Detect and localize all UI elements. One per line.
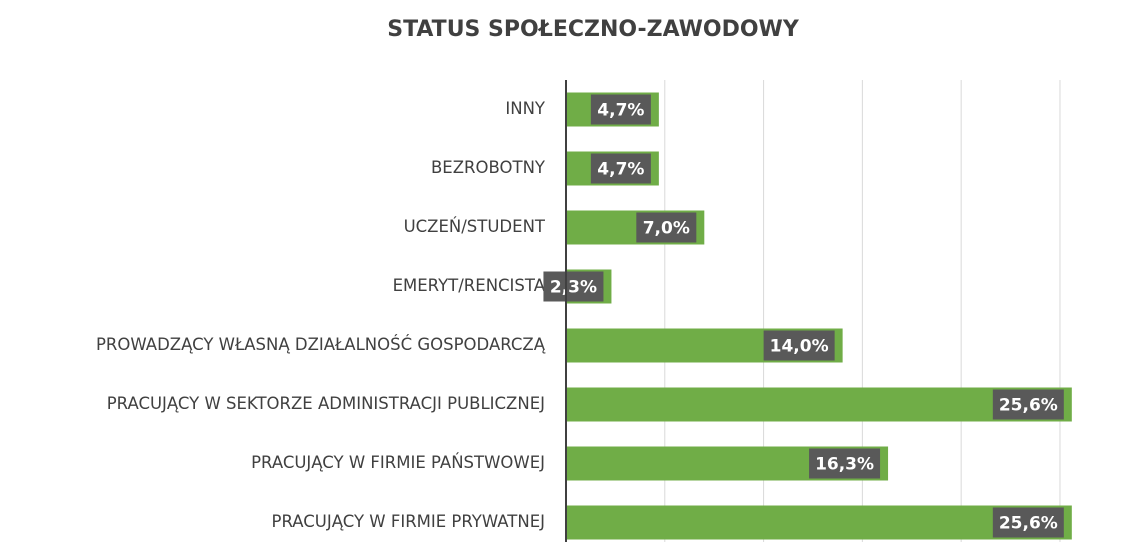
chart-title: STATUS SPOŁECZNO-ZAWODOWY <box>387 17 800 42</box>
data-label: 16,3% <box>815 455 874 475</box>
data-label-box <box>636 212 697 243</box>
data-label: 2,3% <box>550 278 597 298</box>
data-label-box <box>590 94 651 125</box>
y-tick-label: PRACUJĄCY W FIRMIE PRYWATNEJ <box>272 512 545 531</box>
data-label: 25,6% <box>999 514 1058 534</box>
y-tick-label: PROWADZĄCY WŁASNĄ DZIAŁALNOŚĆ GOSPODARCZ… <box>96 335 546 354</box>
data-label: 14,0% <box>770 337 829 357</box>
y-tick-label: INNY <box>505 99 546 118</box>
data-label: 7,0% <box>643 219 690 239</box>
y-tick-label: PRACUJĄCY W FIRMIE PAŃSTWOWEJ <box>251 453 545 472</box>
y-tick-label: PRACUJĄCY W SEKTORZE ADMINISTRACJI PUBLI… <box>107 394 545 413</box>
y-tick-label: EMERYT/RENCISTA <box>393 276 546 295</box>
data-label: 4,7% <box>597 160 644 180</box>
data-label-box <box>543 271 604 302</box>
bar <box>566 505 1072 540</box>
y-tick-label: UCZEŃ/STUDENT <box>404 217 546 236</box>
data-label: 25,6% <box>999 396 1058 416</box>
data-label: 4,7% <box>597 101 644 121</box>
data-label-box <box>809 448 881 479</box>
y-tick-label: BEZROBOTNY <box>431 158 546 177</box>
data-label-box <box>590 153 651 184</box>
data-label-box <box>763 330 835 361</box>
data-label-box <box>992 389 1064 420</box>
bar <box>566 387 1072 422</box>
data-label-box <box>992 507 1064 538</box>
